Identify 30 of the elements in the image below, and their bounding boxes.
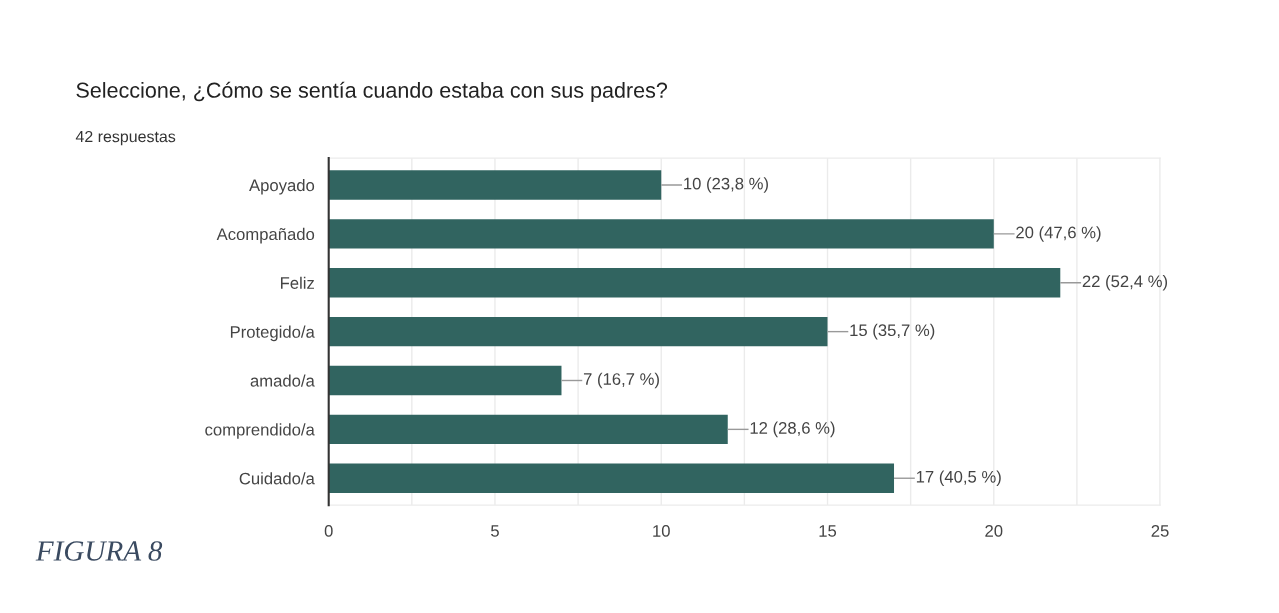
y-tick-label: Cuidado/a: [239, 472, 315, 485]
y-tick-label: comprendido/a: [205, 423, 315, 439]
data-label: 12 (28,6 %): [750, 421, 835, 438]
x-tick-label: 10: [653, 525, 670, 537]
chart-title: Seleccione, ¿Cómo se sentía cuando estaba con sus padres?: [76, 81, 668, 103]
y-tick-label: amado/a: [250, 374, 315, 387]
x-tick-label: 0: [324, 525, 333, 537]
y-tick-label: Protegido/a: [230, 325, 315, 342]
y-tick-label: Feliz: [280, 276, 314, 289]
data-label: 20 (47,6 %): [1016, 226, 1101, 242]
bar: [328, 365, 562, 396]
data-label: 10 (23,8 %): [684, 177, 768, 193]
x-tick-label: 5: [491, 525, 499, 537]
bar: [328, 219, 994, 249]
data-label: 15 (35,7 %): [850, 323, 935, 340]
x-tick-label: 15: [819, 525, 837, 537]
data-label: 22 (52,4 %): [1082, 275, 1168, 291]
bar: [328, 268, 1061, 298]
y-tick-label: Acompañado: [216, 227, 315, 244]
x-tick-label: 25: [1151, 525, 1169, 537]
bar: [328, 316, 828, 347]
bar: [328, 463, 895, 493]
text: 42 respuestas: [75, 130, 176, 146]
data-label: 17 (40,5 %): [916, 470, 1001, 486]
bar: [328, 170, 662, 200]
x-tick-label: 20: [985, 525, 1003, 537]
text: FIGURA 8: [35, 541, 163, 561]
data-label: 7 (16,7 %): [583, 372, 659, 389]
y-tick-label: Apoyado: [249, 178, 315, 195]
bar: [328, 414, 728, 445]
